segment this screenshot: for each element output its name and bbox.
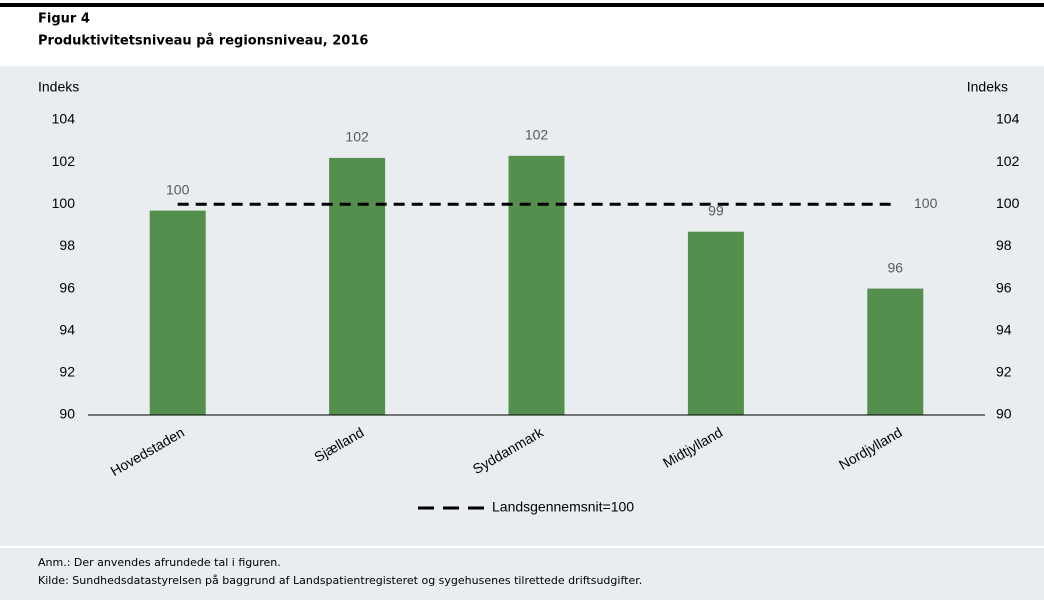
- y2-axis-label: Indeks: [967, 79, 1008, 95]
- figure-label: Figur 4: [38, 12, 90, 27]
- y-tick-label: 104: [52, 111, 76, 127]
- data-label: 102: [525, 127, 549, 143]
- data-label: 100: [166, 181, 190, 197]
- y-tick-label: 102: [52, 153, 76, 169]
- data-label: 99: [708, 202, 724, 218]
- legend-label: Landsgennemsnit=100: [492, 499, 634, 515]
- y2-tick-label: 92: [996, 364, 1012, 380]
- top-rule: [0, 3, 1044, 7]
- y-axis-label: Indeks: [38, 79, 79, 95]
- note: Anm.: Der anvendes afrundede tal i figur…: [38, 556, 281, 569]
- y2-tick-label: 94: [996, 321, 1012, 337]
- chart-title: Produktivitetsniveau på regionsniveau, 2…: [38, 34, 368, 49]
- data-label: 96: [888, 259, 904, 275]
- y2-tick-label: 102: [996, 153, 1020, 169]
- bar: [687, 231, 744, 415]
- y-tick-label: 92: [59, 364, 75, 380]
- y2-tick-label: 98: [996, 237, 1012, 253]
- y2-tick-label: 90: [996, 406, 1012, 422]
- bar: [867, 288, 924, 415]
- y-tick-label: 98: [59, 237, 75, 253]
- y2-tick-label: 100: [996, 195, 1020, 211]
- bar: [329, 157, 386, 415]
- y-tick-label: 94: [59, 321, 75, 337]
- bar: [149, 210, 206, 415]
- reference-label: 100: [914, 195, 938, 211]
- data-label: 102: [345, 129, 369, 145]
- y2-tick-label: 96: [996, 279, 1012, 295]
- bar: [508, 155, 565, 416]
- y-tick-label: 96: [59, 279, 75, 295]
- divider: [0, 546, 1044, 548]
- y-tick-label: 90: [59, 406, 75, 422]
- y-tick-label: 100: [52, 195, 76, 211]
- note: Kilde: Sundhedsdatastyrelsen på baggrund…: [38, 574, 642, 587]
- y2-tick-label: 104: [996, 111, 1020, 127]
